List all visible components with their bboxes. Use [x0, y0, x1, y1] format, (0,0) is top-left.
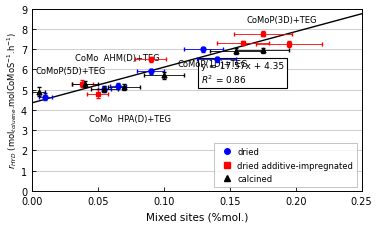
Text: CoMo  HPA(D)+TEG: CoMo HPA(D)+TEG [89, 115, 170, 123]
Legend: dried, dried additive-impregnated, calcined: dried, dried additive-impregnated, calci… [214, 143, 358, 187]
X-axis label: Mixed sites (%mol.): Mixed sites (%mol.) [146, 212, 248, 222]
Text: y = 17.57x + 4.35
$R^2$ = 0.86: y = 17.57x + 4.35 $R^2$ = 0.86 [201, 62, 284, 85]
Text: CoMoP(3D)+TEG: CoMoP(3D)+TEG [247, 16, 318, 25]
Text: CoMo  AHM(D)+TEG: CoMo AHM(D)+TEG [76, 54, 160, 63]
Text: CoMoP(5D)+TEG: CoMoP(5D)+TEG [36, 67, 106, 76]
Text: CoMoP(1D)+TEG: CoMoP(1D)+TEG [177, 59, 247, 69]
Y-axis label: $r_{HYD}$ (mol$_{toluene}$.molCoMoS$^{-1}$.h$^{-1}$): $r_{HYD}$ (mol$_{toluene}$.molCoMoS$^{-1… [6, 32, 19, 169]
